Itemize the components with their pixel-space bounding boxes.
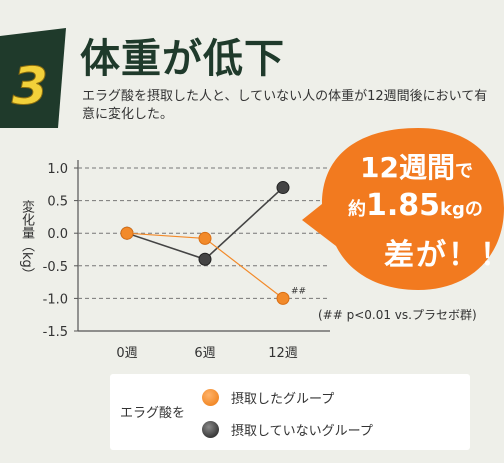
legend-dot-dark — [202, 421, 219, 438]
y-tick-label: 0.5 — [47, 195, 68, 210]
y-axis-label: 変化量（kg） — [19, 200, 34, 281]
data-point-0-0 — [120, 226, 134, 240]
badge-number: 3 — [12, 57, 48, 117]
legend-dot-orange — [202, 389, 219, 406]
y-tick-label: 0.0 — [47, 227, 68, 242]
callout-line1b: で — [454, 161, 473, 182]
data-point-0-1 — [198, 231, 212, 245]
step-badge: 3 — [0, 28, 66, 128]
line-chart: 1.0 0.5 0.0 -0.5 -1.0 -1.5 0週 6週 12週 ## — [43, 160, 330, 361]
series-line-1 — [126, 186, 284, 261]
headline: 体重が低下 — [80, 36, 285, 82]
callout-bubble — [302, 128, 504, 290]
x-tick-label: 12週 — [268, 346, 298, 361]
callout-line3: 差が！！ — [384, 238, 504, 273]
legend-label-not-taken: 摂取していないグループ — [231, 424, 373, 439]
data-point-1-1 — [198, 252, 212, 266]
badge-shape — [0, 28, 66, 128]
y-tick-label: -1.5 — [43, 325, 68, 340]
description: エラグ酸を摂取した人と、していない人の体重が12週間後において有意に変化した。 — [82, 89, 488, 122]
significance-mark: ## — [291, 286, 306, 296]
callout-line2c: kg — [440, 199, 465, 220]
callout-line2b: 1.85 — [366, 188, 441, 223]
callout-line1a: 12週間 — [360, 151, 455, 184]
x-tick-label: 6週 — [194, 346, 215, 361]
legend: エラグ酸を 摂取したグループ 摂取していないグループ — [110, 374, 470, 450]
data-point-0-2 — [276, 291, 290, 305]
callout: 12週間で 約1.85kgの 差が！！ — [300, 124, 504, 294]
y-tick-label: 1.0 — [47, 162, 68, 177]
legend-label-taken: 摂取したグループ — [231, 392, 335, 407]
legend-item-taken: 摂取したグループ — [202, 388, 334, 407]
callout-line2d: の — [464, 199, 483, 220]
y-tick-label: -0.5 — [43, 260, 68, 275]
legend-lead: エラグ酸を — [120, 406, 186, 421]
y-tick-label: -1.0 — [43, 292, 68, 307]
data-point-1-2 — [276, 181, 290, 195]
significance-footnote: (## p<0.01 vs.プラセボ群) — [318, 308, 477, 322]
callout-line2a: 約 — [348, 199, 366, 220]
legend-item-not-taken: 摂取していないグループ — [202, 420, 373, 439]
x-tick-label: 0週 — [116, 346, 137, 361]
